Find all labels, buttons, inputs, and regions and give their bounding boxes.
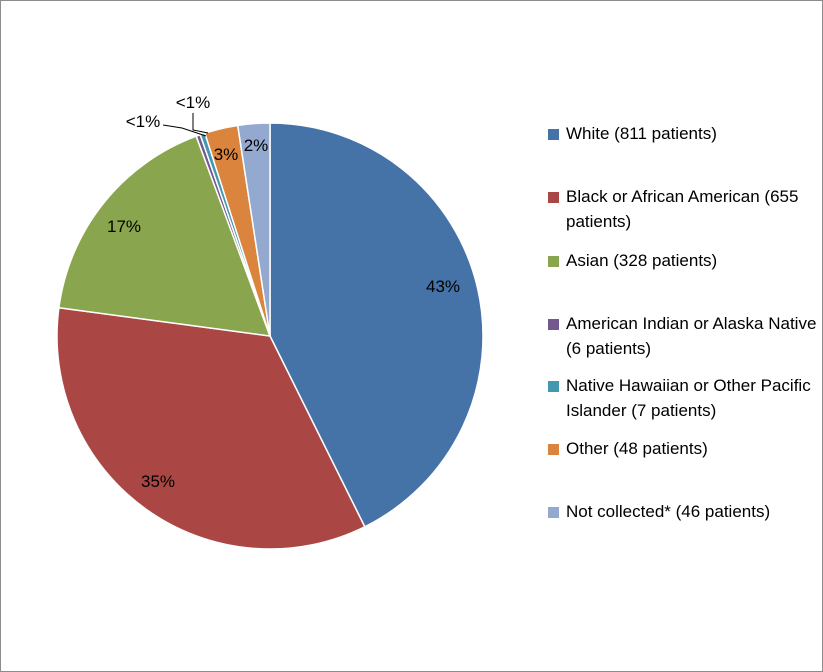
legend-swatch-2 bbox=[548, 256, 559, 267]
legend-label-2: Asian (328 patients) bbox=[566, 251, 718, 270]
legend-swatch-4 bbox=[548, 381, 559, 392]
data-label-0: 43% bbox=[426, 277, 460, 296]
legend-label-1: Black or African American (655 patients) bbox=[566, 187, 799, 231]
data-label-5: 3% bbox=[214, 145, 239, 164]
legend-label-5: Other (48 patients) bbox=[566, 439, 708, 458]
legend-swatch-1 bbox=[548, 192, 559, 203]
legend-item-6: Not collected* (46 patients) bbox=[548, 502, 818, 524]
data-label-3: <1% bbox=[126, 112, 161, 131]
leader-line-4 bbox=[192, 113, 209, 134]
pie-slice-6 bbox=[236, 122, 271, 337]
legend-item-2: Asian (328 patients) bbox=[548, 251, 818, 273]
legend-swatch-3 bbox=[548, 319, 559, 330]
data-label-6: 2% bbox=[244, 136, 269, 155]
legend-label-3: American Indian or Alaska Native (6 pati… bbox=[566, 314, 817, 358]
legend-swatch-0 bbox=[548, 129, 559, 140]
data-label-4: <1% bbox=[176, 93, 211, 112]
legend-swatch-5 bbox=[548, 444, 559, 455]
data-label-1: 35% bbox=[141, 472, 175, 491]
legend-item-0: White (811 patients) bbox=[548, 124, 818, 146]
legend-label-0: White (811 patients) bbox=[566, 124, 717, 143]
legend-item-3: American Indian or Alaska Native (6 pati… bbox=[548, 314, 818, 361]
legend-item-5: Other (48 patients) bbox=[548, 439, 818, 461]
leader-line-3 bbox=[162, 124, 207, 137]
pie-slice-1 bbox=[56, 306, 366, 550]
pie-slice-0 bbox=[269, 122, 484, 528]
legend-item-1: Black or African American (655 patients) bbox=[548, 187, 818, 234]
pie-slice-2 bbox=[58, 135, 272, 337]
legend-item-4: Native Hawaiian or Other Pacific Islande… bbox=[548, 376, 818, 423]
legend-swatch-6 bbox=[548, 507, 559, 518]
legend-label-4: Native Hawaiian or Other Pacific Islande… bbox=[566, 376, 811, 420]
data-label-2: 17% bbox=[107, 217, 141, 236]
legend-label-6: Not collected* (46 patients) bbox=[566, 502, 771, 521]
